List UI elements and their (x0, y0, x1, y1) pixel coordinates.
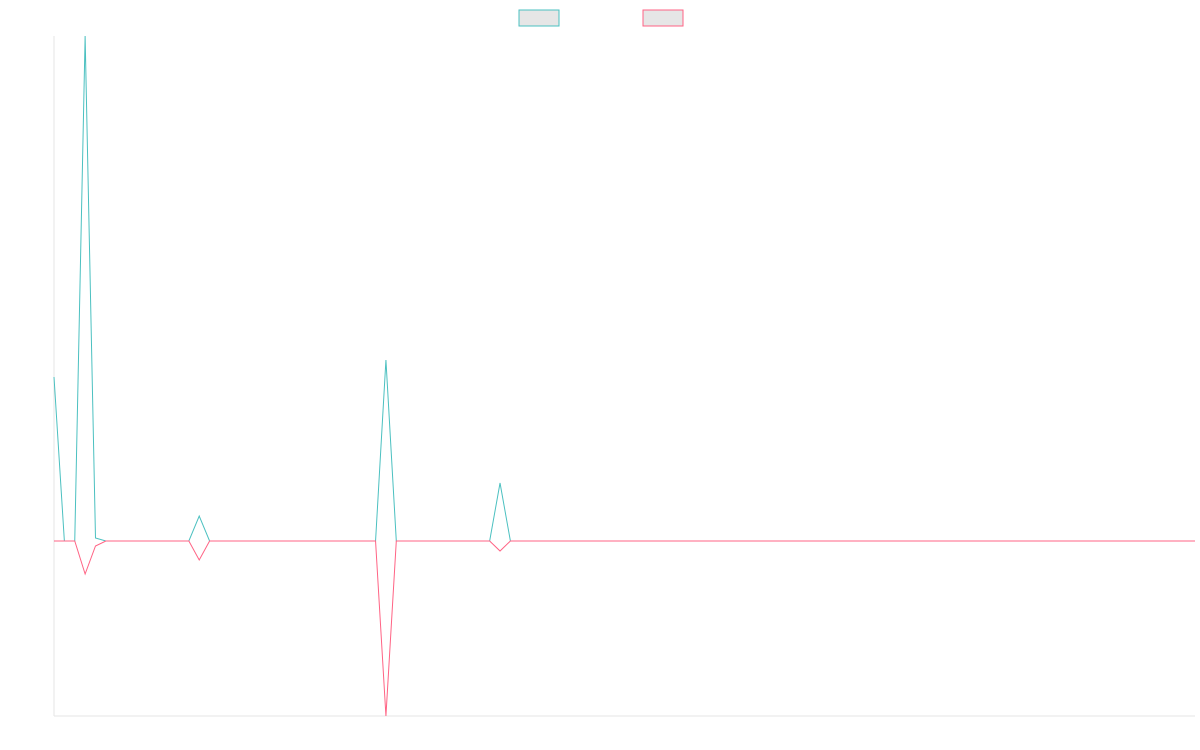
legend-swatch-series-2[interactable] (642, 9, 684, 27)
plot-area (53, 35, 1195, 717)
legend (518, 9, 684, 27)
series-line-1 (53, 35, 1195, 542)
legend-swatch-series-1[interactable] (518, 9, 560, 27)
series-line-2 (54, 540, 1195, 717)
axes (53, 36, 1195, 717)
